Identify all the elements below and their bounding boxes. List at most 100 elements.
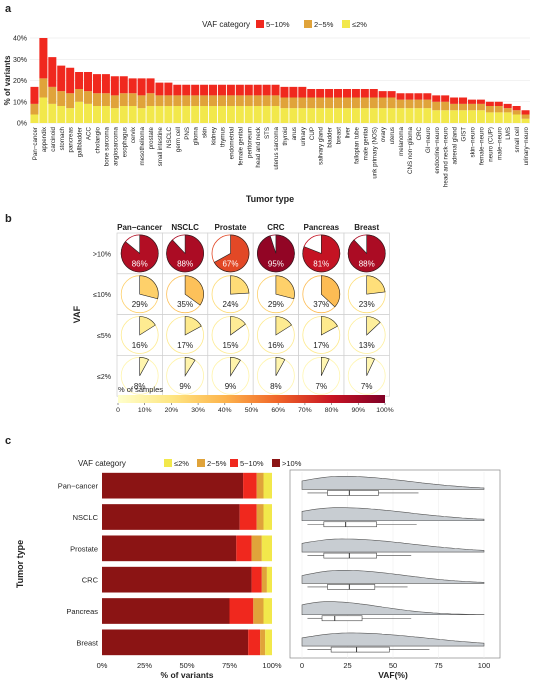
c-ytick-label: Breast <box>76 638 99 647</box>
b-pie-label: 29% <box>132 300 148 309</box>
a-xtick-label: kidney <box>211 126 218 145</box>
a-bar-segment <box>503 112 512 123</box>
c-violin-shape <box>301 476 485 490</box>
a-bar-segment <box>432 95 441 102</box>
b-column-header: Prostate <box>214 223 247 232</box>
c-ylabel: Tumor type <box>15 540 25 588</box>
b-row-label: >10% <box>93 251 111 258</box>
a-bar-segment <box>396 108 405 123</box>
b-pie-label: 9% <box>225 382 237 391</box>
a-xlabel: Tumor type <box>246 194 294 204</box>
a-xtick-label: pancreas <box>68 127 75 152</box>
c-bar-segment <box>261 535 272 562</box>
a-bar-segment <box>182 95 191 106</box>
c-bar-segment <box>102 566 252 593</box>
c-box <box>323 521 377 528</box>
a-xtick-label: NSCLC <box>166 126 173 148</box>
a-bar-segment <box>351 97 360 109</box>
a-bar-segment <box>262 95 271 106</box>
c-bar-segment <box>102 598 230 624</box>
b-pie-slice <box>139 356 150 376</box>
a-bar-segment <box>396 93 405 100</box>
a-bar-segment <box>119 106 128 123</box>
a-xtick-label: small cell <box>514 127 521 152</box>
a-bar-segment <box>262 84 271 96</box>
c-box <box>323 552 377 559</box>
c-xtick-label: 0% <box>97 661 108 670</box>
a-bar-segment <box>84 91 93 104</box>
b-pie-label: 37% <box>313 300 329 309</box>
a-bar-segment <box>39 97 48 123</box>
a-xtick-label: thyroid <box>282 126 289 145</box>
c-legend-label: 2−5% <box>207 459 227 468</box>
b-pie-slice <box>120 234 159 273</box>
a-bar-segment <box>209 84 218 96</box>
b-pie-slice <box>275 356 286 376</box>
a-xtick-label: CUP <box>309 127 316 140</box>
a-bar-segment <box>351 89 360 98</box>
a-legend-swatch <box>342 20 350 28</box>
b-pie-label: 15% <box>222 341 238 350</box>
a-xtick-label: skin−neuro <box>469 126 476 157</box>
b-colorbar-tick-label: 70% <box>298 407 312 414</box>
a-bar-segment <box>155 95 164 106</box>
c-bar-segment <box>266 566 272 593</box>
b-colorbar <box>118 395 385 403</box>
b-pie-slice <box>184 356 196 377</box>
a-xtick-label: head and neck <box>255 126 262 168</box>
a-xtick-label: endocrine−neuro <box>434 126 441 173</box>
c-legend-label: ≤2% <box>174 459 189 468</box>
a-bar-segment <box>217 106 226 123</box>
a-bar-segment <box>405 93 414 100</box>
a-bar-segment <box>110 95 119 109</box>
b-pie-label: 88% <box>359 259 375 268</box>
a-bar-segment <box>253 106 262 123</box>
b-pie-label: 9% <box>179 382 191 391</box>
a-xtick-label: gallbladder <box>77 127 84 157</box>
c-bar-segment <box>239 504 257 530</box>
a-bar-segment <box>235 95 244 106</box>
c-bar-segment <box>260 629 266 656</box>
b-column-header: Breast <box>354 223 379 232</box>
a-bar-segment <box>289 86 298 98</box>
a-bar-segment <box>200 106 209 123</box>
a-bar-segment <box>101 106 110 123</box>
a-bar-segment <box>262 106 271 123</box>
a-xtick-label: angiosarcoma <box>112 126 119 165</box>
a-bar-segment <box>521 110 530 115</box>
a-bar-segment <box>334 89 343 98</box>
b-pie-slice <box>230 356 241 377</box>
c-bar-segment <box>248 629 261 656</box>
b-pie-slice <box>347 234 386 273</box>
a-bar-segment <box>307 89 316 98</box>
a-bar-segment <box>173 106 182 123</box>
a-bar-segment <box>441 101 450 111</box>
b-colorbar-tick-label: 0 <box>116 407 120 414</box>
a-bar-segment <box>92 106 101 123</box>
b-pie-slice <box>321 316 338 336</box>
c-bar-segment <box>102 472 244 499</box>
a-xtick-label: uterus sarcoma <box>273 126 280 169</box>
b-ylabel: VAF <box>72 305 82 323</box>
a-bar-segment <box>30 86 39 104</box>
a-bar-segment <box>191 95 200 106</box>
b-colorbar-tick-label: 90% <box>351 407 365 414</box>
c-box <box>327 584 376 590</box>
a-xtick-label: male genital <box>362 127 369 160</box>
b-pie-label: 13% <box>359 341 375 350</box>
b-colorbar-tick-label: 100% <box>376 407 393 414</box>
a-bar-segment <box>494 106 503 113</box>
a-ytick-label: 30% <box>13 57 27 64</box>
a-bar-segment <box>369 97 378 109</box>
a-bar-segment <box>164 106 173 123</box>
a-xtick-label: small intestine <box>157 126 164 166</box>
a-bar-segment <box>289 97 298 109</box>
panel-label-a: a <box>5 3 12 15</box>
a-bar-segment <box>512 106 521 111</box>
a-bar-segment <box>485 106 494 113</box>
a-bar-segment <box>128 93 137 106</box>
c-violin-xtick-label: 75 <box>434 661 442 670</box>
b-colorbar-tick-label: 80% <box>325 407 339 414</box>
a-xtick-label: urinary <box>300 126 307 146</box>
